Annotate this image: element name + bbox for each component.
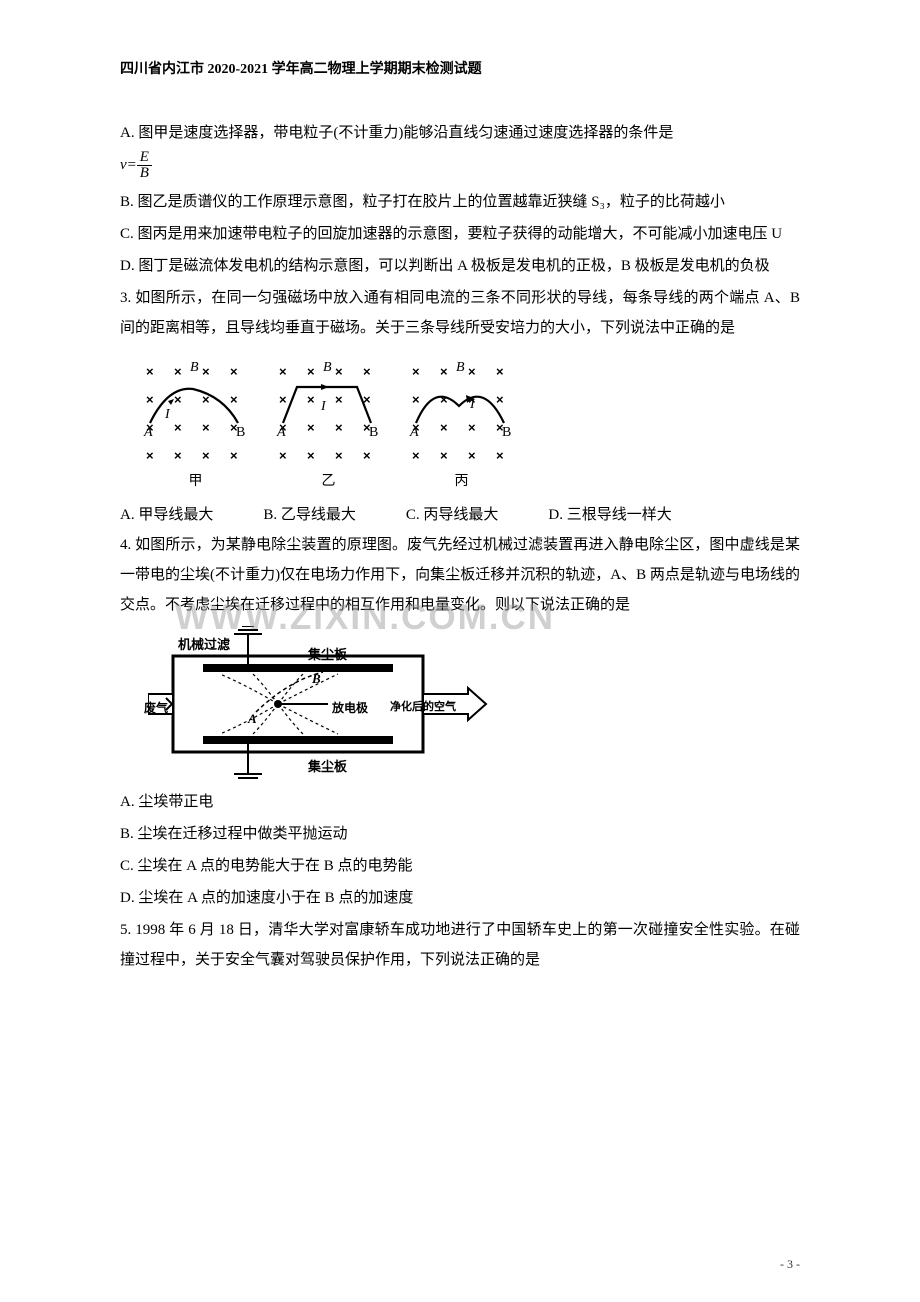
x-mark: × bbox=[202, 359, 210, 385]
x-mark: × bbox=[468, 415, 476, 441]
x-mark: × bbox=[363, 387, 371, 413]
q3-panel-1: B A B I ×××××××××××××××× 甲 bbox=[138, 351, 253, 496]
q3-options: A. 甲导线最大 B. 乙导线最大 C. 丙导线最大 D. 三根导线一样大 bbox=[120, 500, 800, 530]
x-mark: × bbox=[174, 359, 182, 385]
lbl-ptA: A bbox=[248, 706, 257, 732]
q3-optA: A. 甲导线最大 bbox=[120, 500, 213, 530]
x-mark: × bbox=[496, 387, 504, 413]
x-mark: × bbox=[335, 443, 343, 469]
q3-panel-2: B A B I ×××××××××××××××× 乙 bbox=[271, 351, 386, 496]
x-mark: × bbox=[468, 387, 476, 413]
x-mark: × bbox=[440, 387, 448, 413]
q4-optC: C. 尘埃在 A 点的电势能大于在 B 点的电势能 bbox=[120, 851, 800, 881]
x-mark: × bbox=[412, 415, 420, 441]
page-number: - 3 - bbox=[780, 1257, 800, 1272]
mag-panel-3: B A B I ×××××××××××××××× bbox=[404, 351, 519, 466]
cap-3: 丙 bbox=[404, 468, 519, 496]
q3-stem: 3. 如图所示，在同一匀强磁场中放入通有相同电流的三条不同形状的导线，每条导线的… bbox=[120, 283, 800, 343]
mag-I-2: I bbox=[321, 393, 326, 421]
x-mark: × bbox=[496, 443, 504, 469]
doc-header: 四川省内江市 2020-2021 学年高二物理上学期期末检测试题 bbox=[120, 58, 800, 78]
mag-panel-1: B A B I ×××××××××××××××× bbox=[138, 351, 253, 466]
x-mark: × bbox=[146, 359, 154, 385]
x-mark: × bbox=[412, 387, 420, 413]
lbl-bottom-plate: 集尘板 bbox=[308, 754, 347, 780]
x-mark: × bbox=[307, 387, 315, 413]
q3-figure-row: B A B I ×××××××××××××××× 甲 B A B I ×××××… bbox=[138, 351, 800, 496]
mag-B-2: B bbox=[323, 354, 332, 382]
q3-optC: C. 丙导线最大 bbox=[406, 500, 499, 530]
v-eq: v= bbox=[120, 157, 137, 174]
x-mark: × bbox=[230, 387, 238, 413]
lbl-top-plate: 集尘板 bbox=[308, 642, 347, 668]
x-mark: × bbox=[307, 415, 315, 441]
x-mark: × bbox=[440, 443, 448, 469]
x-mark: × bbox=[174, 443, 182, 469]
lbl-electrode: 放电极 bbox=[332, 696, 368, 720]
x-mark: × bbox=[202, 415, 210, 441]
frac-den: B bbox=[137, 166, 152, 181]
q4-optD: D. 尘埃在 A 点的加速度小于在 B 点的加速度 bbox=[120, 883, 800, 913]
x-mark: × bbox=[146, 443, 154, 469]
x-mark: × bbox=[440, 359, 448, 385]
q5-stem: 5. 1998 年 6 月 18 日，清华大学对富康轿车成功地进行了中国轿车史上… bbox=[120, 915, 800, 975]
x-mark: × bbox=[174, 415, 182, 441]
mag-I-1: I bbox=[165, 401, 170, 429]
x-mark: × bbox=[202, 443, 210, 469]
content-area: A. 图甲是速度选择器，带电粒子(不计重力)能够沿直线匀速通过速度选择器的条件是… bbox=[120, 118, 800, 975]
x-mark: × bbox=[335, 359, 343, 385]
lbl-gas-out: 净化后的空气 bbox=[390, 696, 456, 718]
mag-B-1: B bbox=[190, 354, 199, 382]
x-mark: × bbox=[146, 387, 154, 413]
x-mark: × bbox=[335, 387, 343, 413]
x-mark: × bbox=[307, 359, 315, 385]
q2-optA-formula: v=EB bbox=[120, 150, 800, 181]
x-mark: × bbox=[279, 443, 287, 469]
x-mark: × bbox=[496, 415, 504, 441]
x-mark: × bbox=[468, 359, 476, 385]
x-mark: × bbox=[307, 443, 315, 469]
x-mark: × bbox=[202, 387, 210, 413]
x-mark: × bbox=[230, 359, 238, 385]
frac-num: E bbox=[137, 150, 152, 166]
q3-optB: B. 乙导线最大 bbox=[263, 500, 356, 530]
q4-figure: 机械过滤 集尘板 集尘板 放电极 废气 净化后的空气 A B bbox=[148, 626, 488, 781]
q4-stem: 4. 如图所示，为某静电除尘装置的原理图。废气先经过机械过滤装置再进入静电除尘区… bbox=[120, 530, 800, 620]
x-mark: × bbox=[363, 415, 371, 441]
x-mark: × bbox=[279, 415, 287, 441]
q2-optC: C. 图丙是用来加速带电粒子的回旋加速器的示意图，要粒子获得的动能增大，不可能减… bbox=[120, 219, 800, 249]
x-mark: × bbox=[412, 359, 420, 385]
q2-optA-text: A. 图甲是速度选择器，带电粒子(不计重力)能够沿直线匀速通过速度选择器的条件是 bbox=[120, 125, 673, 141]
x-mark: × bbox=[496, 359, 504, 385]
x-mark: × bbox=[174, 387, 182, 413]
q2-optD: D. 图丁是磁流体发电机的结构示意图，可以判断出 A 极板是发电机的正极，B 极… bbox=[120, 251, 800, 281]
q4-optB: B. 尘埃在迁移过程中做类平抛运动 bbox=[120, 819, 800, 849]
x-mark: × bbox=[146, 415, 154, 441]
x-mark: × bbox=[230, 443, 238, 469]
lbl-filter: 机械过滤 bbox=[178, 632, 230, 658]
lbl-gas-in: 废气 bbox=[144, 696, 168, 720]
q3-optD: D. 三根导线一样大 bbox=[548, 500, 671, 530]
x-mark: × bbox=[440, 415, 448, 441]
x-mark: × bbox=[279, 359, 287, 385]
cap-1: 甲 bbox=[138, 468, 253, 496]
x-mark: × bbox=[363, 359, 371, 385]
x-mark: × bbox=[363, 443, 371, 469]
frac-EB: EB bbox=[137, 150, 152, 181]
mag-B-3: B bbox=[456, 354, 465, 382]
x-mark: × bbox=[412, 443, 420, 469]
q2-optA: A. 图甲是速度选择器，带电粒子(不计重力)能够沿直线匀速通过速度选择器的条件是 bbox=[120, 118, 800, 148]
x-mark: × bbox=[230, 415, 238, 441]
lbl-ptB: B bbox=[312, 666, 321, 692]
cap-2: 乙 bbox=[271, 468, 386, 496]
x-mark: × bbox=[468, 443, 476, 469]
x-mark: × bbox=[279, 387, 287, 413]
x-mark: × bbox=[335, 415, 343, 441]
q2-optB: B. 图乙是质谱仪的工作原理示意图，粒子打在胶片上的位置越靠近狭缝 S₃，粒子的… bbox=[120, 187, 800, 217]
mag-panel-2: B A B I ×××××××××××××××× bbox=[271, 351, 386, 466]
q3-panel-3: B A B I ×××××××××××××××× 丙 bbox=[404, 351, 519, 496]
q4-optA: A. 尘埃带正电 bbox=[120, 787, 800, 817]
